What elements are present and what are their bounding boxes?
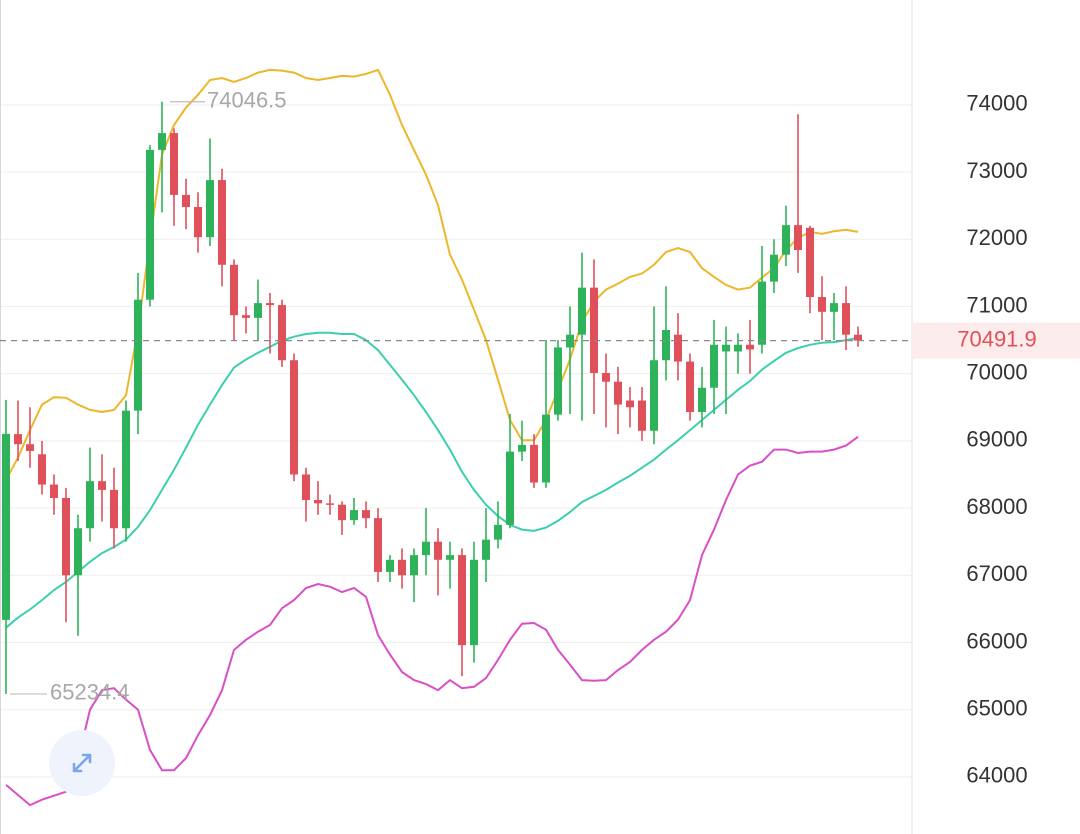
band-line — [5, 435, 859, 807]
candle-body — [542, 414, 550, 483]
candle-body — [698, 387, 706, 412]
candle-body — [194, 206, 202, 238]
candle-body — [770, 254, 778, 282]
candle-body — [434, 541, 442, 560]
candle-body — [266, 303, 274, 306]
band-line — [5, 331, 859, 629]
candle-body — [446, 555, 454, 560]
y-tick-label: 72000 — [966, 225, 1027, 250]
candle-body — [98, 481, 106, 490]
candle-body — [494, 524, 502, 540]
candle-body — [50, 484, 58, 498]
candle-body — [482, 539, 490, 560]
y-tick-label: 67000 — [966, 561, 1027, 586]
y-tick-label: 74000 — [966, 91, 1027, 116]
candle-body — [626, 400, 634, 408]
candle-body — [686, 361, 694, 412]
candle-body — [2, 433, 10, 620]
y-tick-label: 68000 — [966, 494, 1027, 519]
max-label: 74046.5 — [207, 88, 287, 113]
candle-body — [470, 559, 478, 646]
candle-body — [530, 444, 538, 483]
candle-body — [110, 489, 118, 529]
candle-body — [350, 510, 358, 521]
candle-body — [278, 305, 286, 361]
candle-body — [794, 225, 802, 250]
candle-body — [422, 541, 430, 556]
candle-body — [38, 454, 46, 485]
y-tick-label: 66000 — [966, 628, 1027, 653]
candle-body — [458, 555, 466, 646]
candle-body — [86, 481, 94, 529]
last-price-label: 70491.9 — [957, 326, 1037, 351]
last-price-box — [912, 322, 1080, 359]
y-tick-label: 71000 — [966, 292, 1027, 317]
candle-body — [818, 297, 826, 312]
candle-body — [206, 180, 214, 238]
candle-body — [254, 303, 262, 318]
candle-body — [830, 303, 838, 312]
y-tick-label: 64000 — [966, 763, 1027, 788]
candle-body — [326, 503, 334, 505]
candle-body — [410, 555, 418, 576]
candle-body — [590, 287, 598, 373]
last-price: 70491.9 — [0, 322, 1080, 359]
candle-body — [638, 400, 646, 431]
candle-body — [362, 510, 370, 519]
candle-body — [122, 410, 130, 529]
candle-body — [674, 334, 682, 362]
y-tick-label: 65000 — [966, 695, 1027, 720]
candle-body — [758, 281, 766, 345]
candle-body — [602, 372, 610, 382]
candle-body — [374, 518, 382, 572]
expand-icon[interactable] — [72, 753, 92, 773]
candle-body — [290, 360, 298, 475]
candle-body — [386, 559, 394, 572]
candle-body — [158, 133, 166, 150]
candles — [2, 101, 862, 694]
candle-body — [566, 334, 574, 348]
candle-body — [554, 347, 562, 415]
candle-body — [182, 194, 190, 207]
candle-body — [782, 225, 790, 255]
candle-body — [614, 381, 622, 405]
candle-body — [518, 444, 526, 452]
candle-body — [746, 344, 754, 350]
candle-body — [74, 528, 82, 576]
candle-body — [854, 334, 862, 341]
candle-body — [806, 227, 814, 298]
candle-body — [146, 149, 154, 300]
annotations: 74046.5 65234.4 — [10, 88, 287, 705]
candle-body — [170, 133, 178, 195]
candle-body — [242, 315, 250, 318]
candle-body — [662, 329, 670, 361]
candle-body — [398, 559, 406, 576]
expand-button[interactable] — [49, 730, 115, 796]
candle-body — [14, 434, 22, 445]
candle-body — [650, 360, 658, 431]
candle-body — [578, 287, 586, 335]
y-tick-label: 69000 — [966, 427, 1027, 452]
candle-body — [506, 451, 514, 525]
candle-body — [710, 344, 718, 388]
candle-body — [734, 344, 742, 352]
candle-body — [218, 180, 226, 265]
candle-body — [842, 303, 850, 335]
candle-body — [722, 344, 730, 352]
y-tick-label: 73000 — [966, 158, 1027, 183]
y-tick-label: 70000 — [966, 359, 1027, 384]
candle-body — [314, 499, 322, 504]
candle-body — [302, 474, 310, 500]
candle-body — [26, 444, 34, 451]
candle-body — [230, 264, 238, 316]
candle-body — [62, 497, 70, 576]
candle-body — [338, 504, 346, 521]
min-label: 65234.4 — [50, 680, 130, 705]
candle-body — [134, 299, 142, 411]
